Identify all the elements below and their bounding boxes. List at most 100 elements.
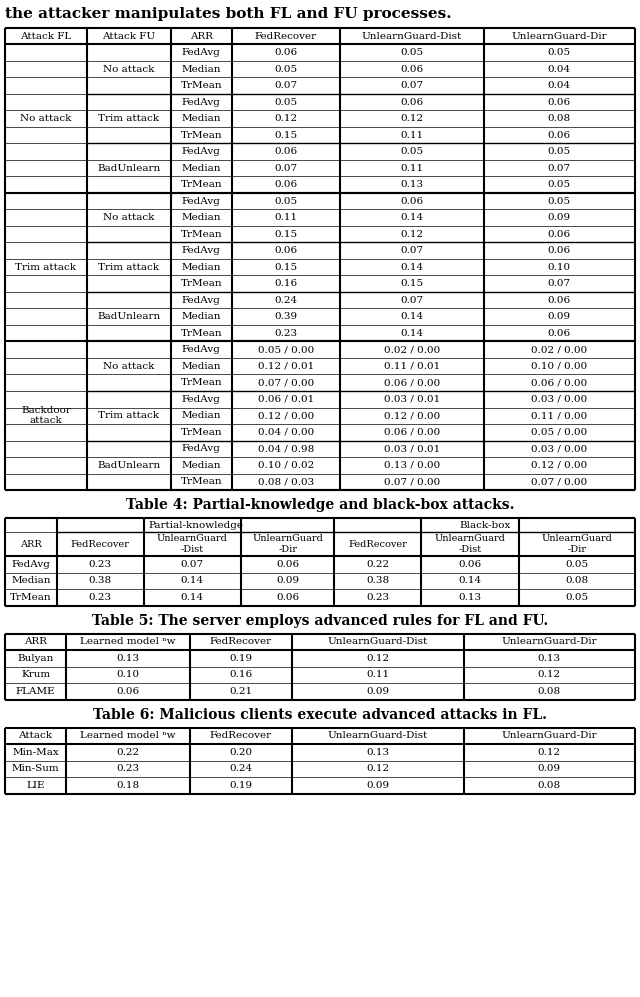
Text: FedRecover: FedRecover bbox=[210, 637, 272, 646]
Text: 0.15: 0.15 bbox=[275, 229, 298, 238]
Text: 0.07: 0.07 bbox=[181, 559, 204, 568]
Text: FedRecover: FedRecover bbox=[210, 731, 272, 740]
Text: 0.05: 0.05 bbox=[566, 593, 589, 602]
Text: Median: Median bbox=[182, 411, 221, 421]
Text: 0.12 / 0.00: 0.12 / 0.00 bbox=[384, 411, 440, 421]
Text: 0.05: 0.05 bbox=[548, 48, 571, 57]
Text: 0.09: 0.09 bbox=[548, 213, 571, 222]
Text: 0.06: 0.06 bbox=[548, 296, 571, 305]
Text: Trim attack: Trim attack bbox=[99, 411, 159, 421]
Text: No attack: No attack bbox=[103, 362, 154, 371]
Text: TrMean: TrMean bbox=[180, 131, 222, 140]
Text: Median: Median bbox=[182, 362, 221, 371]
Text: UnlearnGuard
-Dist: UnlearnGuard -Dist bbox=[157, 534, 228, 553]
Text: 0.38: 0.38 bbox=[366, 576, 390, 585]
Text: 0.11 / 0.00: 0.11 / 0.00 bbox=[531, 411, 588, 421]
Text: 0.23: 0.23 bbox=[88, 559, 112, 568]
Text: 0.07: 0.07 bbox=[401, 246, 424, 255]
Text: 0.07 / 0.00: 0.07 / 0.00 bbox=[258, 378, 314, 387]
Text: 0.06: 0.06 bbox=[276, 559, 300, 568]
Text: UnlearnGuard-Dist: UnlearnGuard-Dist bbox=[328, 637, 428, 646]
Text: 0.10 / 0.02: 0.10 / 0.02 bbox=[258, 461, 314, 470]
Text: Median: Median bbox=[182, 312, 221, 321]
Text: 0.08: 0.08 bbox=[538, 687, 561, 696]
Text: 0.06 / 0.00: 0.06 / 0.00 bbox=[531, 378, 588, 387]
Text: 0.20: 0.20 bbox=[229, 748, 253, 757]
Text: Min-Sum: Min-Sum bbox=[12, 765, 60, 774]
Text: 0.06: 0.06 bbox=[275, 246, 298, 255]
Text: 0.05: 0.05 bbox=[275, 196, 298, 205]
Text: Krum: Krum bbox=[21, 670, 50, 679]
Text: 0.05: 0.05 bbox=[275, 65, 298, 74]
Text: 0.11: 0.11 bbox=[366, 670, 390, 679]
Text: Median: Median bbox=[182, 65, 221, 74]
Text: Partial-knowledge: Partial-knowledge bbox=[148, 520, 243, 529]
Text: 0.14: 0.14 bbox=[401, 329, 424, 338]
Text: 0.05: 0.05 bbox=[401, 48, 424, 57]
Text: TrMean: TrMean bbox=[180, 81, 222, 91]
Text: 0.07: 0.07 bbox=[401, 296, 424, 305]
Text: 0.05: 0.05 bbox=[566, 559, 589, 568]
Text: 0.02 / 0.00: 0.02 / 0.00 bbox=[384, 345, 440, 354]
Text: TrMean: TrMean bbox=[10, 593, 52, 602]
Text: Attack FU: Attack FU bbox=[102, 32, 156, 41]
Text: 0.07: 0.07 bbox=[548, 164, 571, 172]
Text: 0.11: 0.11 bbox=[275, 213, 298, 222]
Text: FedAvg: FedAvg bbox=[182, 148, 221, 157]
Text: 0.09: 0.09 bbox=[366, 687, 390, 696]
Text: ARR: ARR bbox=[20, 539, 42, 548]
Text: 0.09: 0.09 bbox=[538, 765, 561, 774]
Text: UnlearnGuard-Dist: UnlearnGuard-Dist bbox=[362, 32, 462, 41]
Text: 0.06: 0.06 bbox=[116, 687, 140, 696]
Text: 0.05 / 0.00: 0.05 / 0.00 bbox=[531, 428, 588, 437]
Text: 0.24: 0.24 bbox=[229, 765, 253, 774]
Text: 0.02 / 0.00: 0.02 / 0.00 bbox=[531, 345, 588, 354]
Text: 0.07: 0.07 bbox=[275, 164, 298, 172]
Text: 0.12: 0.12 bbox=[401, 229, 424, 238]
Text: 0.14: 0.14 bbox=[401, 213, 424, 222]
Text: 0.39: 0.39 bbox=[275, 312, 298, 321]
Text: No attack: No attack bbox=[103, 65, 154, 74]
Text: 0.12 / 0.00: 0.12 / 0.00 bbox=[258, 411, 314, 421]
Text: 0.08: 0.08 bbox=[566, 576, 589, 585]
Text: 0.11 / 0.01: 0.11 / 0.01 bbox=[384, 362, 440, 371]
Text: 0.09: 0.09 bbox=[548, 312, 571, 321]
Text: 0.05: 0.05 bbox=[548, 196, 571, 205]
Text: Trim attack: Trim attack bbox=[99, 115, 159, 124]
Text: 0.05: 0.05 bbox=[401, 148, 424, 157]
Text: TrMean: TrMean bbox=[180, 378, 222, 387]
Text: 0.16: 0.16 bbox=[275, 279, 298, 288]
Text: 0.05 / 0.00: 0.05 / 0.00 bbox=[258, 345, 314, 354]
Text: 0.14: 0.14 bbox=[181, 576, 204, 585]
Text: UnlearnGuard-Dist: UnlearnGuard-Dist bbox=[328, 731, 428, 740]
Text: 0.13: 0.13 bbox=[401, 180, 424, 189]
Text: Table 5: The server employs advanced rules for FL and FU.: Table 5: The server employs advanced rul… bbox=[92, 613, 548, 627]
Text: 0.15: 0.15 bbox=[275, 131, 298, 140]
Text: 0.22: 0.22 bbox=[116, 748, 140, 757]
Text: 0.07 / 0.00: 0.07 / 0.00 bbox=[531, 478, 588, 487]
Text: 0.12: 0.12 bbox=[538, 670, 561, 679]
Text: 0.13 / 0.00: 0.13 / 0.00 bbox=[384, 461, 440, 470]
Text: 0.08 / 0.03: 0.08 / 0.03 bbox=[258, 478, 314, 487]
Text: 0.06: 0.06 bbox=[548, 98, 571, 107]
Text: 0.23: 0.23 bbox=[366, 593, 390, 602]
Text: 0.18: 0.18 bbox=[116, 781, 140, 790]
Text: FedAvg: FedAvg bbox=[182, 296, 221, 305]
Text: Median: Median bbox=[182, 213, 221, 222]
Text: 0.03 / 0.00: 0.03 / 0.00 bbox=[531, 395, 588, 404]
Text: 0.06: 0.06 bbox=[275, 180, 298, 189]
Text: 0.22: 0.22 bbox=[366, 559, 390, 568]
Text: UnlearnGuard
-Dir: UnlearnGuard -Dir bbox=[541, 534, 612, 553]
Text: 0.38: 0.38 bbox=[88, 576, 112, 585]
Text: TrMean: TrMean bbox=[180, 229, 222, 238]
Text: 0.06 / 0.01: 0.06 / 0.01 bbox=[258, 395, 314, 404]
Text: FedAvg: FedAvg bbox=[182, 395, 221, 404]
Text: FedAvg: FedAvg bbox=[182, 246, 221, 255]
Text: FLAME: FLAME bbox=[16, 687, 56, 696]
Text: 0.14: 0.14 bbox=[401, 263, 424, 272]
Text: 0.19: 0.19 bbox=[229, 654, 253, 663]
Text: Bulyan: Bulyan bbox=[17, 654, 54, 663]
Text: 0.07: 0.07 bbox=[275, 81, 298, 91]
Text: 0.09: 0.09 bbox=[366, 781, 390, 790]
Text: ARR: ARR bbox=[189, 32, 212, 41]
